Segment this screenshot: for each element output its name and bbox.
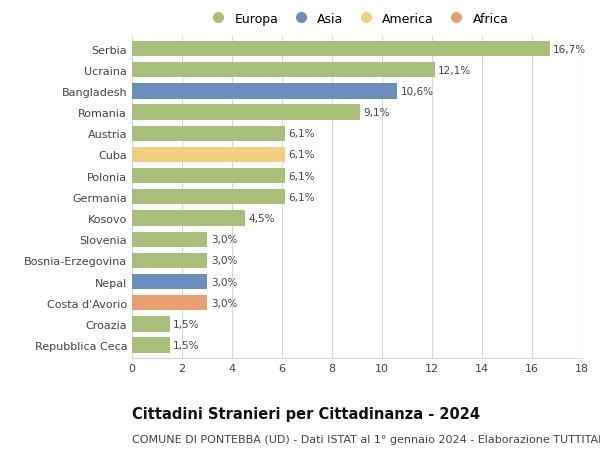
Bar — [132, 190, 284, 205]
Bar — [132, 63, 434, 78]
Bar — [132, 42, 550, 57]
Bar — [132, 232, 207, 247]
Bar — [132, 84, 397, 99]
Bar — [132, 211, 245, 226]
Text: 3,0%: 3,0% — [211, 298, 237, 308]
Text: 9,1%: 9,1% — [363, 108, 390, 118]
Bar — [132, 296, 207, 311]
Text: 6,1%: 6,1% — [288, 171, 315, 181]
Text: 12,1%: 12,1% — [438, 66, 472, 76]
Text: 4,5%: 4,5% — [248, 213, 275, 224]
Bar — [132, 147, 284, 162]
Bar — [132, 317, 170, 332]
Text: 3,0%: 3,0% — [211, 235, 237, 245]
Text: COMUNE DI PONTEBBA (UD) - Dati ISTAT al 1° gennaio 2024 - Elaborazione TUTTITALI: COMUNE DI PONTEBBA (UD) - Dati ISTAT al … — [132, 434, 600, 444]
Bar — [132, 168, 284, 184]
Text: 16,7%: 16,7% — [553, 45, 586, 55]
Text: 1,5%: 1,5% — [173, 319, 200, 329]
Bar — [132, 105, 359, 120]
Text: 3,0%: 3,0% — [211, 277, 237, 287]
Text: 6,1%: 6,1% — [288, 150, 315, 160]
Bar — [132, 274, 207, 290]
Text: 10,6%: 10,6% — [401, 87, 434, 97]
Text: 1,5%: 1,5% — [173, 340, 200, 350]
Text: Cittadini Stranieri per Cittadinanza - 2024: Cittadini Stranieri per Cittadinanza - 2… — [132, 406, 480, 421]
Text: 3,0%: 3,0% — [211, 256, 237, 266]
Bar — [132, 253, 207, 269]
Bar — [132, 338, 170, 353]
Text: 6,1%: 6,1% — [288, 192, 315, 202]
Bar — [132, 126, 284, 141]
Text: 6,1%: 6,1% — [288, 129, 315, 139]
Legend: Europa, Asia, America, Africa: Europa, Asia, America, Africa — [200, 8, 514, 31]
